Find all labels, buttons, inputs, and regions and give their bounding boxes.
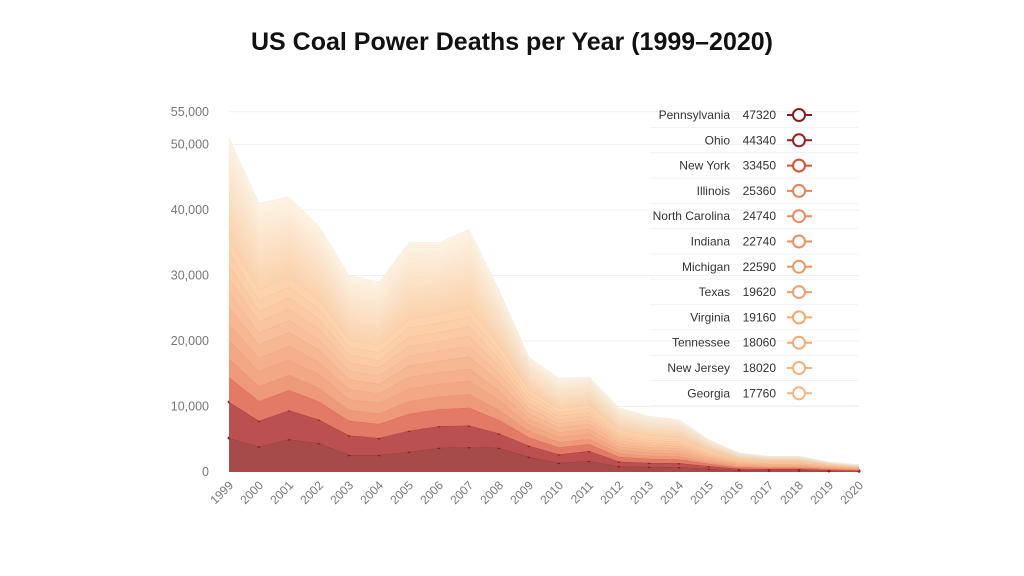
y-tick-label: 30,000 [171,269,209,283]
x-tick-label: 2015 [687,478,716,507]
legend-item: Texas 19620 [699,285,812,300]
legend-item: Ohio 44340 [705,133,812,148]
legend-value: 22590 [743,260,777,274]
legend-value: 17760 [743,386,777,400]
x-tick-label: 2020 [837,478,866,507]
legend-circle-icon [792,310,806,325]
legend-item: Tennessee 18060 [672,335,812,350]
area-layers [227,137,861,473]
area-north-carolina [229,340,859,470]
legend-label: Tennessee [672,336,730,350]
legend-circle-icon [792,108,806,122]
x-tick-label: 2011 [568,478,596,506]
legend-value: 25360 [743,184,777,198]
legend-value: 18060 [743,336,777,350]
y-tick-label: 20,000 [171,334,209,348]
legend-value: 19620 [743,285,777,299]
x-tick-label: 1999 [207,478,236,507]
x-tick-label: 2008 [477,478,506,507]
y-tick-label: 0 [202,465,209,479]
legend-label: Indiana [691,235,731,249]
area-pennsylvania [229,437,859,472]
area-michigan [229,306,859,470]
legend-label: North Carolina [653,209,731,223]
y-tick-label: 10,000 [171,400,209,414]
legend-value: 33450 [743,159,777,173]
legend-item: Virginia 19160 [690,310,812,325]
legend-label: Virginia [690,310,730,324]
legend-label: New Jersey [667,361,730,375]
legend-label: Michigan [682,260,730,274]
legend-item: Indiana 22740 [691,234,812,249]
legend-item: Georgia 17760 [687,386,812,401]
x-tick-label: 2012 [597,478,626,507]
area-new-york [229,377,859,471]
x-tick-label: 2007 [447,478,476,507]
legend-circle-icon [792,361,806,375]
x-tick-label: 2019 [807,478,836,507]
y-tick-label: 55,000 [171,105,209,119]
area-indiana [229,323,859,470]
legend-circle-icon [792,386,806,401]
legend-circle-icon [792,183,806,198]
legend-item: Pennsylvania 47320 [659,108,812,122]
legend-label: Georgia [687,386,730,400]
legend-item: New York 33450 [679,158,812,173]
y-tick-label: 40,000 [171,203,209,217]
legend-label: Ohio [705,133,731,147]
x-tick-label: 2000 [237,478,266,507]
legend-circle-icon [792,209,806,224]
x-tick-label: 2005 [387,478,416,507]
legend-circle-icon [792,234,806,249]
chart-title: US Coal Power Deaths per Year (1999–2020… [250,28,774,56]
x-tick-label: 2017 [747,478,776,507]
legend-label: New York [679,159,731,173]
y-tick-label: 50,000 [171,138,209,152]
legend-value: 19160 [743,310,777,324]
x-tick-label: 2018 [777,478,806,507]
legend-value: 18020 [743,361,777,375]
legend-circle-icon [792,285,806,300]
area-ohio [229,401,859,472]
area-layer-line [228,137,860,466]
x-tick-label: 2001 [267,478,296,507]
x-axis: 1999 2000 2001 2002 2003 2004 2005 2006 2007 2008… [207,478,866,507]
x-tick-label: 2006 [417,478,446,507]
x-tick-label: 2010 [537,478,566,507]
x-tick-label: 2014 [657,478,686,507]
legend: Pennsylvania 47320 Ohio 44340 New York 33450 I… [650,108,858,407]
legend-circle-icon [792,158,806,173]
legend-item: Michigan 22590 [682,259,812,274]
legend-item: North Carolina 24740 [653,209,812,224]
x-tick-label: 2016 [717,478,746,507]
legend-label: Pennsylvania [659,108,731,122]
legend-item: New Jersey 18020 [667,361,812,375]
x-tick-label: 2002 [297,478,326,507]
legend-value: 22740 [743,235,777,249]
x-tick-label: 2003 [327,478,356,507]
area-illinois [229,358,859,471]
legend-label: Texas [699,285,730,299]
y-axis: 0 10,000 20,000 30,000 40,000 50,000 55,000 [171,105,209,479]
legend-circle-icon [792,335,806,350]
legend-label: Illinois [697,184,730,198]
legend-value: 24740 [743,209,777,223]
x-tick-label: 2013 [627,478,656,507]
legend-circle-icon [792,133,806,148]
x-tick-label: 2009 [507,478,536,507]
legend-value: 47320 [743,108,777,122]
legend-circle-icon [792,259,806,274]
x-tick-label: 2004 [357,478,386,507]
legend-item: Illinois 25360 [697,183,812,198]
legend-value: 44340 [743,133,777,147]
